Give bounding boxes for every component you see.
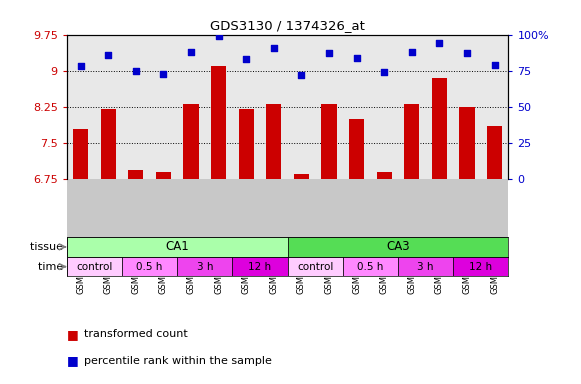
Bar <box>288 257 343 276</box>
Bar <box>128 170 144 179</box>
Bar <box>294 174 309 179</box>
Point <box>269 45 278 51</box>
Point <box>242 56 251 62</box>
Bar <box>398 257 453 276</box>
Point <box>407 49 417 55</box>
Point <box>435 40 444 46</box>
Text: 3 h: 3 h <box>196 262 213 271</box>
Bar <box>321 104 336 179</box>
Bar <box>177 257 232 276</box>
Text: control: control <box>76 262 113 271</box>
Point <box>159 71 168 77</box>
Bar <box>184 104 199 179</box>
Text: ■: ■ <box>67 328 83 341</box>
Bar <box>232 257 288 276</box>
Bar <box>487 126 502 179</box>
Bar <box>239 109 254 179</box>
Text: 3 h: 3 h <box>417 262 434 271</box>
Point <box>103 52 113 58</box>
Text: 12 h: 12 h <box>249 262 271 271</box>
Point <box>214 33 223 39</box>
Point <box>187 49 196 55</box>
Text: transformed count: transformed count <box>84 329 188 339</box>
Bar <box>122 257 177 276</box>
Text: time: time <box>38 262 67 271</box>
Bar <box>404 104 419 179</box>
Text: CA1: CA1 <box>166 240 189 253</box>
Point <box>352 55 361 61</box>
Bar <box>67 257 122 276</box>
Title: GDS3130 / 1374326_at: GDS3130 / 1374326_at <box>210 19 365 32</box>
Point <box>324 50 333 56</box>
Text: control: control <box>297 262 333 271</box>
Bar <box>343 257 398 276</box>
Bar <box>101 109 116 179</box>
Bar <box>349 119 364 179</box>
Bar <box>156 172 171 179</box>
Text: 0.5 h: 0.5 h <box>357 262 383 271</box>
Bar <box>432 78 447 179</box>
Bar <box>288 237 508 257</box>
Point <box>462 50 472 56</box>
Text: tissue: tissue <box>30 242 67 252</box>
Text: CA3: CA3 <box>386 240 410 253</box>
Bar <box>211 66 226 179</box>
Bar <box>453 257 508 276</box>
Bar <box>460 107 475 179</box>
Text: 12 h: 12 h <box>469 262 492 271</box>
Text: 0.5 h: 0.5 h <box>137 262 163 271</box>
Point <box>490 62 499 68</box>
Point <box>131 68 141 74</box>
Point <box>297 72 306 78</box>
Text: percentile rank within the sample: percentile rank within the sample <box>84 356 272 366</box>
Bar <box>73 129 88 179</box>
Point <box>76 63 85 70</box>
Bar <box>266 104 281 179</box>
Bar <box>376 172 392 179</box>
Text: ■: ■ <box>67 354 83 367</box>
Bar <box>67 237 288 257</box>
Point <box>379 69 389 75</box>
